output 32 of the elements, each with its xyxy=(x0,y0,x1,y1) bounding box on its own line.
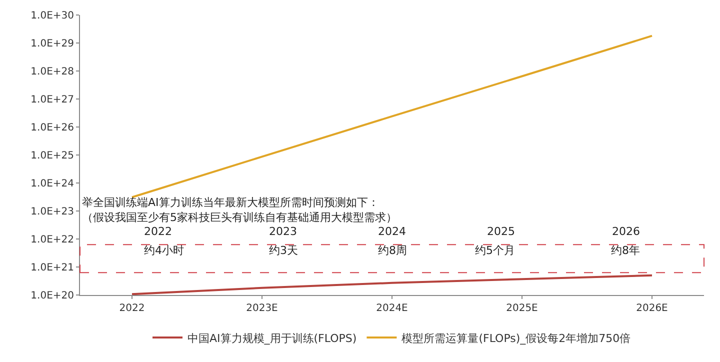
y-tick-label: 1.0E+30 xyxy=(30,10,74,22)
y-tick-label: 1.0E+22 xyxy=(30,234,74,246)
line-series xyxy=(131,274,653,295)
x-tick-label: 2023E xyxy=(246,303,278,314)
annotation: 约3天 xyxy=(269,244,298,257)
y-tick-label: 1.0E+26 xyxy=(30,122,74,134)
legend-label: 模型所需运算量(FLOPs)_假设每2年增加750倍 xyxy=(402,332,631,345)
y-tick-label: 1.0E+23 xyxy=(30,206,74,218)
y-tick-label: 1.0E+28 xyxy=(30,66,74,78)
annotation: （假设我国至少有5家科技巨头有训练自有基础通用大模型需求） xyxy=(82,211,397,224)
y-tick-label: 1.0E+29 xyxy=(30,38,74,50)
annotation: 2024 xyxy=(378,225,406,238)
annotation: 2022 xyxy=(144,225,172,238)
x-tick-label: 2025E xyxy=(506,303,538,314)
y-tick-label: 1.0E+20 xyxy=(30,290,74,302)
x-tick-label: 2026E xyxy=(636,303,668,314)
y-tick-label: 1.0E+21 xyxy=(30,262,74,274)
y-tick-label: 1.0E+24 xyxy=(30,178,74,190)
y-tick-label: 1.0E+25 xyxy=(30,150,74,162)
annotation: 约4小时 xyxy=(144,244,184,257)
annotation: 2023 xyxy=(269,225,297,238)
annotation: 举全国训练端AI算力训练当年最新大模型所需时间预测如下： xyxy=(82,196,379,209)
annotation: 约8周 xyxy=(378,244,407,257)
annotation: 2026 xyxy=(612,225,640,238)
x-tick-label: 2024E xyxy=(376,303,408,314)
annotation: 约8年 xyxy=(611,244,640,257)
annotation: 约5个月 xyxy=(475,244,515,257)
y-tick-label: 1.0E+27 xyxy=(30,94,74,106)
x-tick-label: 2022 xyxy=(119,303,145,314)
line-series xyxy=(131,34,653,198)
annotation: 2025 xyxy=(487,225,515,238)
legend-label: 中国AI算力规模_用于训练(FLOPS) xyxy=(188,332,357,345)
